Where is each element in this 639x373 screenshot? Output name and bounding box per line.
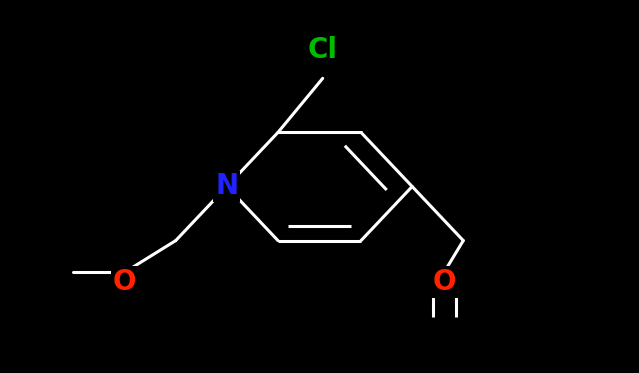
Text: Cl: Cl bbox=[308, 36, 337, 65]
Text: O: O bbox=[433, 267, 456, 296]
Text: N: N bbox=[215, 172, 238, 201]
Text: O: O bbox=[113, 267, 136, 296]
